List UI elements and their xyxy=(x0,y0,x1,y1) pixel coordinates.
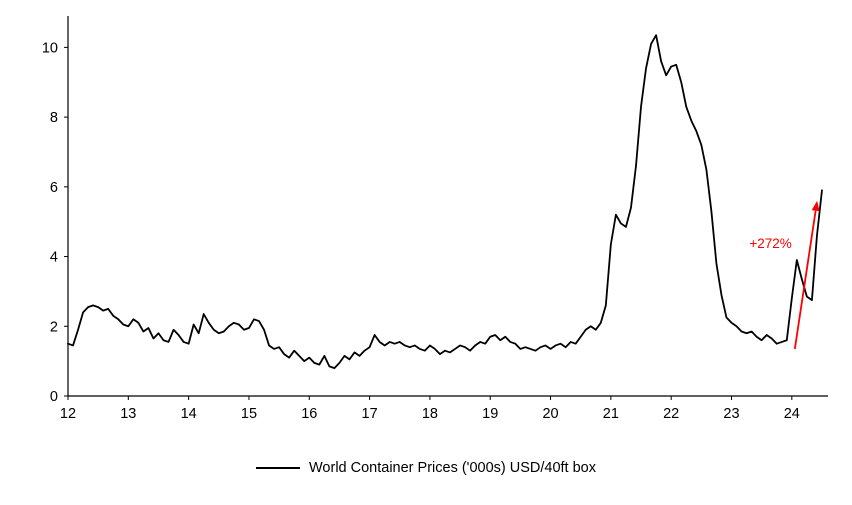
y-tick-label: 10 xyxy=(42,40,58,56)
x-tick-label: 21 xyxy=(603,406,619,422)
x-tick-label: 24 xyxy=(784,406,800,422)
x-tick-label: 14 xyxy=(181,406,197,422)
annotation-label: +272% xyxy=(749,236,791,251)
x-tick-label: 12 xyxy=(60,406,76,422)
x-tick-label: 23 xyxy=(723,406,739,422)
x-tick-label: 20 xyxy=(542,406,558,422)
x-tick-label: 15 xyxy=(241,406,257,422)
increase-arrow-shaft xyxy=(793,210,817,350)
x-tick-label: 17 xyxy=(362,406,378,422)
x-tick-label: 13 xyxy=(120,406,136,422)
x-tick-label: 19 xyxy=(482,406,498,422)
y-tick-label: 0 xyxy=(50,389,58,405)
y-tick-label: 4 xyxy=(50,250,58,266)
x-tick-label: 16 xyxy=(301,406,317,422)
y-tick-label: 2 xyxy=(50,319,58,335)
legend-label: World Container Prices ('000s) USD/40ft … xyxy=(309,460,596,476)
y-tick-label: 6 xyxy=(50,180,58,196)
x-tick-label: 22 xyxy=(663,406,679,422)
y-tick-label: 8 xyxy=(50,110,58,126)
x-tick-label: 18 xyxy=(422,406,438,422)
price-line xyxy=(67,34,823,370)
increase-arrow-head xyxy=(811,200,820,212)
legend: World Container Prices ('000s) USD/40ft … xyxy=(0,460,852,476)
legend-line-sample xyxy=(256,467,300,469)
